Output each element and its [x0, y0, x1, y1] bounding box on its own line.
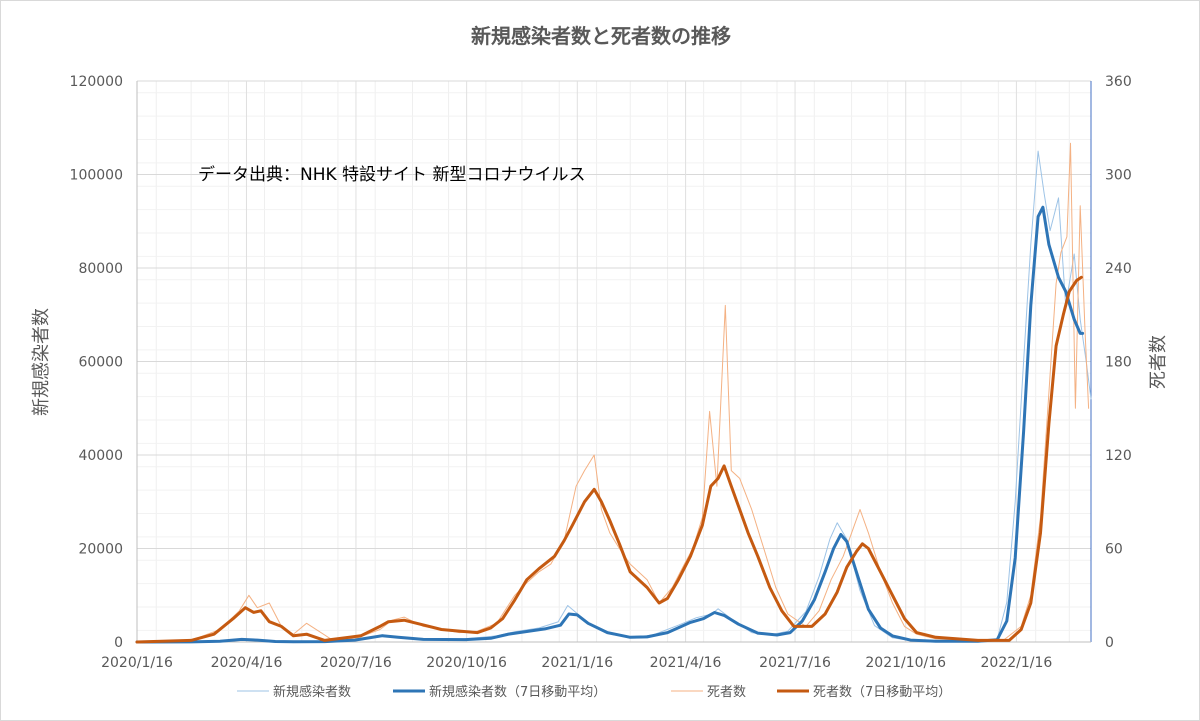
- y-tick-label-right: 120: [1105, 448, 1132, 464]
- series-line-2: [136, 142, 1090, 643]
- x-tick-label: 2020/1/16: [101, 655, 173, 671]
- y-axis-left-label: 新規感染者数: [31, 308, 52, 416]
- y-tick-label-right: 60: [1105, 542, 1123, 558]
- x-tick-label: 2021/4/16: [650, 655, 722, 671]
- legend-label: 死者数: [707, 685, 746, 700]
- y-tick-label-right: 240: [1105, 261, 1132, 277]
- x-tick-label: 2020/7/16: [320, 655, 392, 671]
- x-tick-label: 2022/1/16: [981, 655, 1053, 671]
- y-tick-label-left: 40000: [78, 448, 123, 464]
- x-tick-label: 2021/10/16: [865, 655, 946, 671]
- legend-label: 新規感染者数（7日移動平均）: [429, 684, 606, 700]
- y-axis-right-label: 死者数: [1148, 335, 1169, 389]
- x-tick-label: 2020/4/16: [211, 655, 283, 671]
- series-layer: [135, 142, 1092, 644]
- x-tick-label: 2020/10/16: [426, 655, 507, 671]
- y-tick-label-left: 80000: [78, 261, 123, 277]
- data-source-note: データ出典：NHK 特設サイト 新型コロナウイルス: [198, 164, 585, 185]
- y-tick-label-right: 300: [1105, 168, 1132, 184]
- y-tick-label-left: 120000: [70, 74, 123, 90]
- series-line-1: [135, 205, 1085, 644]
- legend: 新規感染者数 新規感染者数（7日移動平均） 死者数 死者数（7日移動平均）: [237, 684, 951, 700]
- y-tick-label-right: 360: [1105, 74, 1132, 90]
- series-line-3: [135, 275, 1083, 644]
- x-tick-label: 2021/1/16: [541, 655, 613, 671]
- y-tick-label-left: 60000: [78, 355, 123, 371]
- y-tick-label-left: 20000: [78, 542, 123, 558]
- x-tick-label: 2021/7/16: [759, 655, 831, 671]
- y-tick-label-right: 180: [1105, 355, 1132, 371]
- legend-label: 新規感染者数: [273, 684, 351, 700]
- y-tick-label-left: 0: [114, 635, 123, 651]
- legend-label: 死者数（7日移動平均）: [813, 685, 951, 700]
- chart-title: 新規感染者数と死者数の推移: [471, 24, 731, 48]
- y-tick-label-right: 0: [1105, 635, 1114, 651]
- y-tick-label-left: 100000: [70, 168, 123, 184]
